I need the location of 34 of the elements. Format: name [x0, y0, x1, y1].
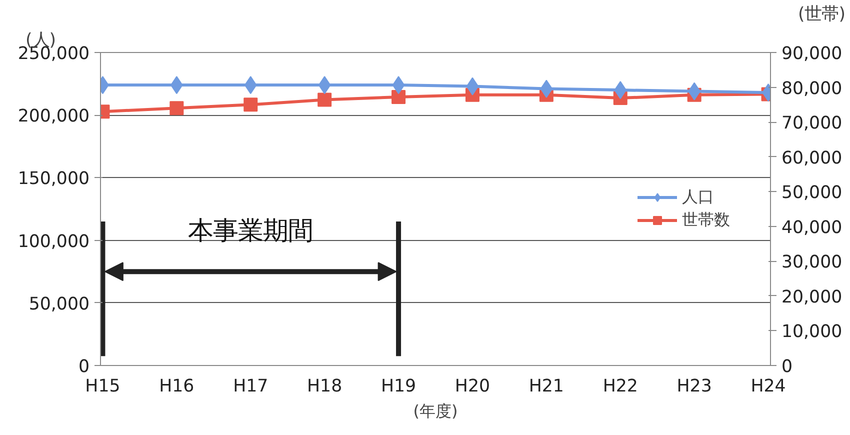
y2-tick-label: 80,000 — [782, 78, 842, 99]
legend-label: 人口 — [682, 186, 714, 208]
y-tick-label: 150,000 — [18, 169, 90, 190]
y2-tick-label: 10,000 — [782, 322, 842, 342]
x-tick-label: H24 — [750, 376, 786, 396]
legend-label: 世帯数 — [682, 210, 730, 230]
x-tick-label: H20 — [454, 376, 490, 396]
y-tick-label: 0 — [78, 357, 90, 377]
y-tick-label: 100,000 — [18, 232, 90, 252]
x-tick-label: H19 — [380, 376, 416, 396]
annotation: 本事業期間 — [188, 214, 314, 245]
y2-tick-label: 60,000 — [782, 148, 842, 168]
y2-tick-label: 20,000 — [782, 287, 842, 308]
point — [318, 92, 332, 107]
point — [392, 90, 406, 104]
y2-tick-label: 40,000 — [782, 218, 842, 238]
x-tick-label: H22 — [602, 376, 638, 396]
y2-tick-label: 90,000 — [782, 44, 842, 64]
y2-axis-title: (世帯) — [798, 4, 846, 24]
y2-tick-label: 70,000 — [782, 114, 842, 134]
x-tick-label: H15 — [85, 376, 120, 396]
x-tick-label: H23 — [676, 376, 712, 396]
point — [170, 101, 184, 116]
x-axis-title: (年度) — [413, 402, 458, 420]
y2-tick-label: 30,000 — [782, 252, 842, 273]
point — [244, 98, 258, 112]
x-tick-label: H21 — [528, 376, 564, 396]
y2-tick-label: 50,000 — [782, 183, 842, 204]
x-tick-label: H17 — [233, 376, 268, 396]
y-tick-label: 50,000 — [28, 294, 90, 314]
x-tick-label: H16 — [159, 376, 194, 396]
y2-tick-label: 0 — [782, 357, 793, 377]
y-tick-label: 200,000 — [18, 106, 90, 127]
x-tick-label: H18 — [307, 376, 342, 396]
